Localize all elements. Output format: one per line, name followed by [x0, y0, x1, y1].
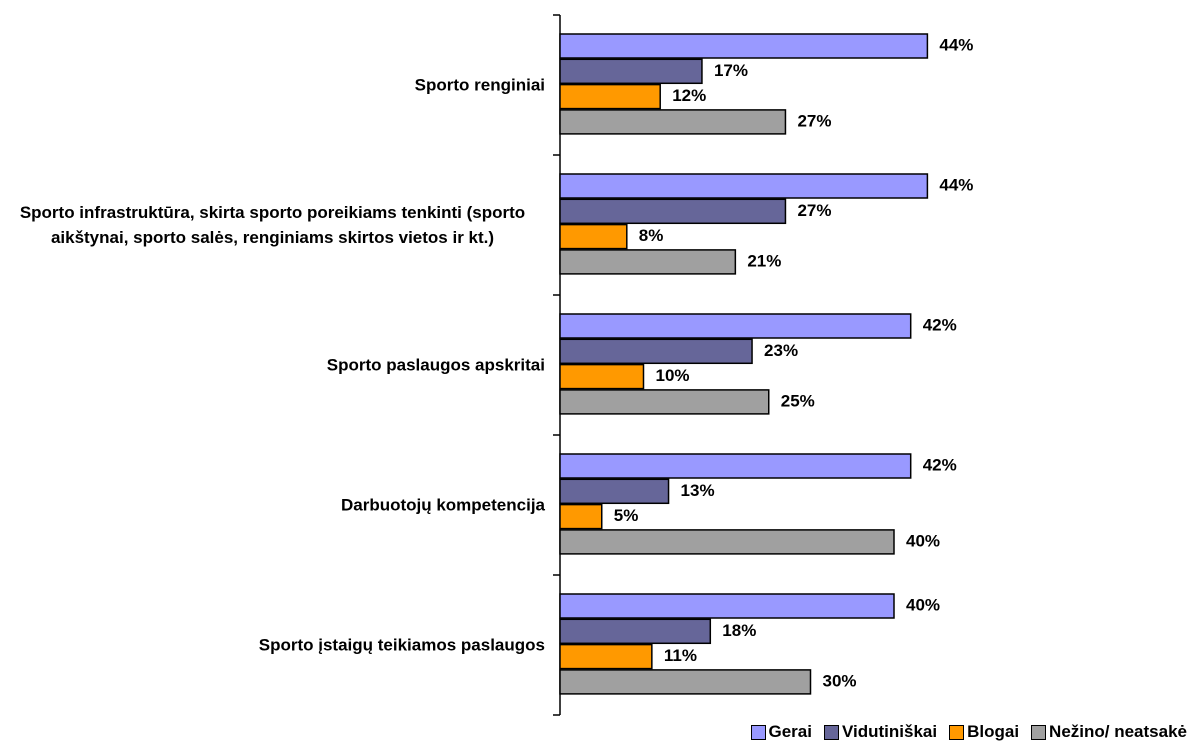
bar	[559, 669, 812, 695]
bar	[559, 478, 670, 505]
value-label: 44%	[939, 175, 973, 194]
category-text: Sporto infrastruktūra, skirta sporto por…	[19, 203, 526, 247]
legend-label: Blogai	[967, 722, 1020, 741]
value-label: 12%	[672, 86, 706, 105]
value-label: 40%	[906, 595, 940, 614]
category-text: Darbuotojų kompetencija	[340, 495, 545, 515]
value-label: 40%	[906, 531, 940, 550]
category-label: Darbuotojų kompetencija	[0, 493, 545, 518]
bar	[559, 109, 787, 135]
bar	[559, 313, 912, 339]
category-label: Sporto paslaugos apskritai	[0, 353, 545, 378]
bar	[559, 223, 628, 250]
category-text: Sporto paslaugos apskritai	[326, 355, 545, 375]
value-label: 42%	[923, 315, 957, 334]
bar	[559, 453, 912, 479]
category-label: Sporto renginiai	[0, 73, 545, 98]
value-label: 44%	[939, 35, 973, 54]
legend-swatch	[750, 724, 766, 740]
bar	[559, 173, 929, 199]
bar	[559, 198, 787, 225]
bar	[559, 503, 603, 530]
bar	[559, 338, 753, 365]
value-label: 18%	[722, 621, 756, 640]
bar	[559, 33, 929, 59]
value-label: 5%	[614, 506, 639, 525]
value-label: 17%	[714, 61, 748, 80]
value-label: 27%	[797, 201, 831, 220]
value-label: 23%	[764, 341, 798, 360]
bar	[559, 58, 703, 85]
legend: Gerai Vidutiniškai Blogai Nežino/ neatsakė	[750, 719, 1187, 745]
bar	[559, 389, 770, 415]
legend-swatch	[949, 724, 965, 740]
bar	[559, 529, 895, 555]
category-text: Sporto renginiai	[414, 75, 545, 95]
category-text: Sporto įstaigų teikiamos paslaugos	[258, 635, 545, 655]
bar	[559, 249, 737, 275]
value-label: 13%	[681, 481, 715, 500]
legend-label: Vidutiniškai	[841, 722, 938, 741]
bar	[559, 643, 653, 670]
value-label: 30%	[823, 671, 857, 690]
value-label: 25%	[781, 391, 815, 410]
value-label: 42%	[923, 455, 957, 474]
value-label: 11%	[664, 646, 697, 665]
legend-swatch	[1031, 724, 1047, 740]
category-label: Sporto įstaigų teikiamos paslaugos	[0, 633, 545, 658]
value-label: 8%	[639, 226, 664, 245]
legend-item: Blogai	[949, 722, 1019, 742]
legend-item: Vidutiniškai	[823, 722, 938, 742]
legend-swatch	[823, 724, 839, 740]
value-label: 27%	[797, 111, 831, 130]
value-label: 10%	[656, 366, 690, 385]
bar	[559, 83, 661, 110]
legend-item: Nežino/ neatsakė	[1031, 722, 1187, 742]
bar	[559, 363, 645, 390]
category-label: Sporto infrastruktūra, skirta sporto por…	[0, 200, 545, 250]
bar	[559, 593, 895, 619]
bar	[559, 618, 712, 645]
legend-label: Gerai	[768, 722, 812, 741]
value-label: 21%	[747, 251, 781, 270]
legend-item: Gerai	[750, 722, 812, 742]
legend-label: Nežino/ neatsakė	[1049, 722, 1187, 741]
